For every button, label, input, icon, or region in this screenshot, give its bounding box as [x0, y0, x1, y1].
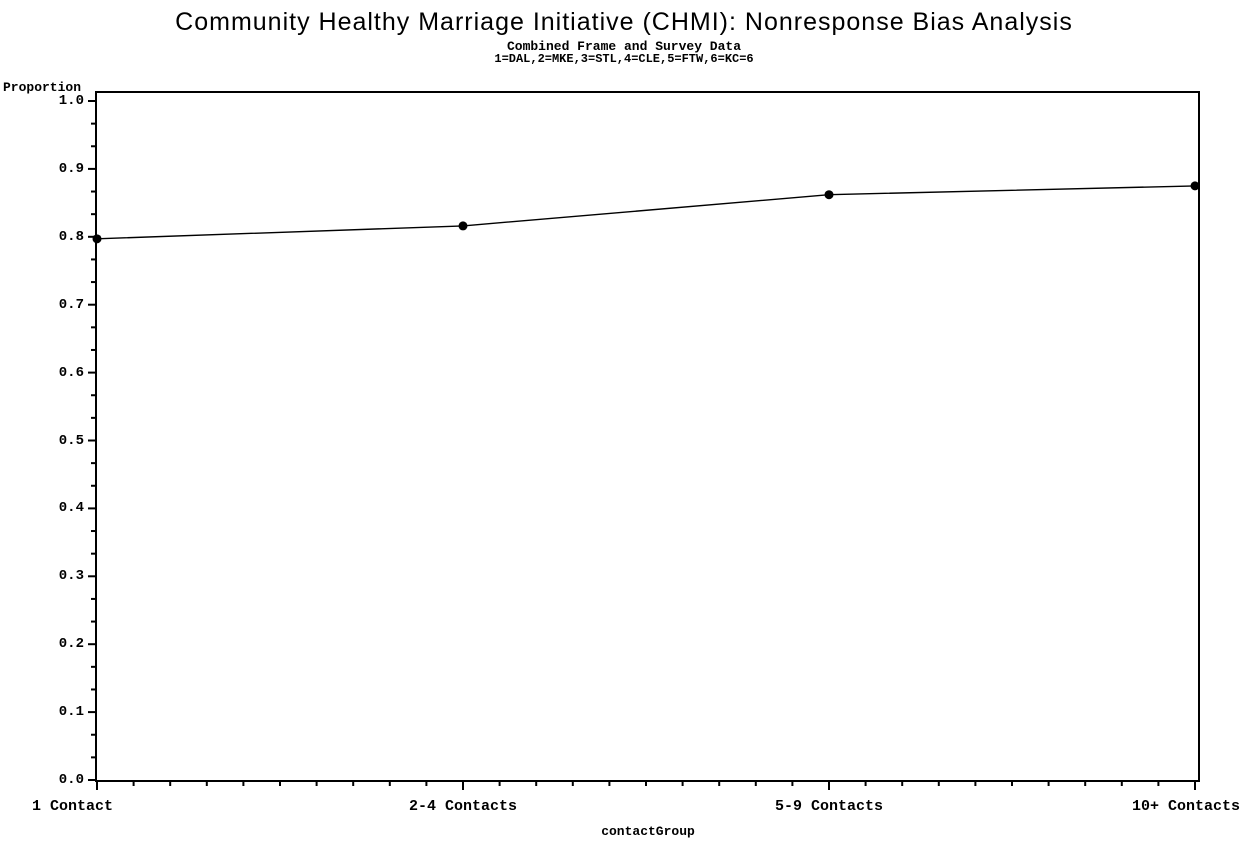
data-line	[96, 185, 1196, 240]
x-tick-label: 1 Contact	[32, 798, 114, 815]
y-tick-label: 0.5	[58, 432, 84, 449]
chart-footnote-legend: 1=DAL,2=MKE,3=STL,4=CLE,5=FTW,6=KC=6	[494, 52, 754, 66]
y-tick-label: 0.9	[58, 160, 84, 177]
data-point-marker	[92, 234, 102, 244]
x-tick-label: 10+ Contacts	[1131, 798, 1240, 815]
y-tick-label: 0.6	[58, 364, 84, 381]
data-point-marker	[1190, 181, 1200, 191]
y-tick-label: 0.7	[58, 296, 84, 313]
y-tick-label: 0.8	[58, 228, 84, 245]
y-axis-title: Proportion	[3, 80, 82, 95]
y-tick-label: 0.1	[58, 704, 84, 721]
y-tick-label: 0.2	[58, 636, 84, 653]
y-tick-label: 0.0	[58, 772, 84, 788]
y-tick-label: 1.0	[58, 93, 84, 109]
chart-title: Community Healthy Marriage Initiative (C…	[175, 8, 1073, 36]
y-tick-label: 0.3	[58, 568, 84, 585]
x-tick-label: 5-9 Contacts	[774, 798, 884, 815]
data-point-marker	[458, 221, 468, 231]
x-tick-label: 2-4 Contacts	[408, 798, 518, 815]
x-axis-title: contactGroup	[601, 824, 695, 839]
data-point-marker	[824, 190, 834, 200]
plot-frame	[95, 91, 1200, 782]
chart-subtitle: Combined Frame and Survey Data	[506, 39, 742, 54]
y-tick-label: 0.4	[58, 500, 84, 517]
